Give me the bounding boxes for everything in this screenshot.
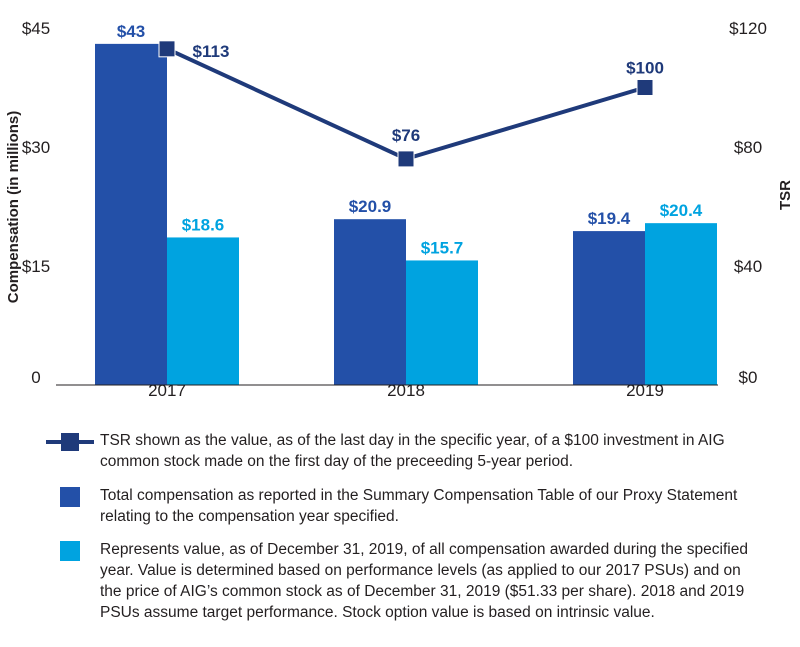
bar-realizable-value (406, 260, 478, 385)
right-axis-title: TSR (777, 180, 794, 210)
category-label: 2017 (148, 381, 186, 400)
category-label: 2018 (387, 381, 425, 400)
dark-blue-square-icon (60, 487, 80, 507)
left-tick-label: 0 (31, 368, 40, 387)
bar-data-label: $15.7 (421, 238, 464, 257)
legend-text-total-compensation: Total compensation as reported in the Su… (100, 487, 738, 525)
bar-data-label: $18.6 (182, 215, 225, 234)
left-axis-title: Compensation (in millions) (5, 111, 22, 304)
left-tick-label: $15 (22, 257, 50, 276)
legend-item-total-compensation: Total compensation as reported in the Su… (40, 485, 750, 527)
right-tick-label: $80 (734, 138, 762, 157)
right-tick-label: $40 (734, 257, 762, 276)
line-square-legend-icon (46, 433, 94, 451)
category-label: 2019 (626, 381, 664, 400)
left-tick-label: $30 (22, 138, 50, 157)
combo-chart: 0 $15 $30 $45 $0 $40 $80 $120 Compensation (in m… (5, 19, 794, 400)
bar-data-label: $43 (117, 22, 145, 41)
legend-text-realizable-value: Represents value, as of December 31, 201… (100, 541, 748, 621)
legend-item-realizable-value: Represents value, as of December 31, 201… (40, 539, 750, 623)
tsr-point (158, 40, 176, 58)
tsr-point (636, 79, 654, 96)
bar-realizable-value (167, 237, 239, 385)
tsr-point (397, 150, 415, 168)
bar-total-compensation (95, 43, 167, 385)
left-tick-label: $45 (22, 19, 50, 38)
tsr-data-label: $76 (392, 126, 420, 145)
bar-data-label: $20.9 (349, 197, 392, 216)
legend-text-tsr: TSR shown as the value, as of the last d… (100, 432, 725, 470)
bar-total-compensation (573, 231, 645, 385)
light-blue-square-icon (60, 541, 80, 561)
bar-total-compensation (334, 219, 406, 385)
bar-data-label: $20.4 (660, 201, 703, 220)
legend-item-tsr: TSR shown as the value, as of the last d… (40, 430, 750, 472)
tsr-data-label: $100 (626, 59, 664, 78)
tsr-data-label: $113 (193, 42, 230, 61)
bar-realizable-value (645, 223, 717, 385)
right-tick-label: $0 (739, 368, 758, 387)
right-tick-label: $120 (729, 19, 767, 38)
bar-data-label: $19.4 (588, 209, 631, 228)
